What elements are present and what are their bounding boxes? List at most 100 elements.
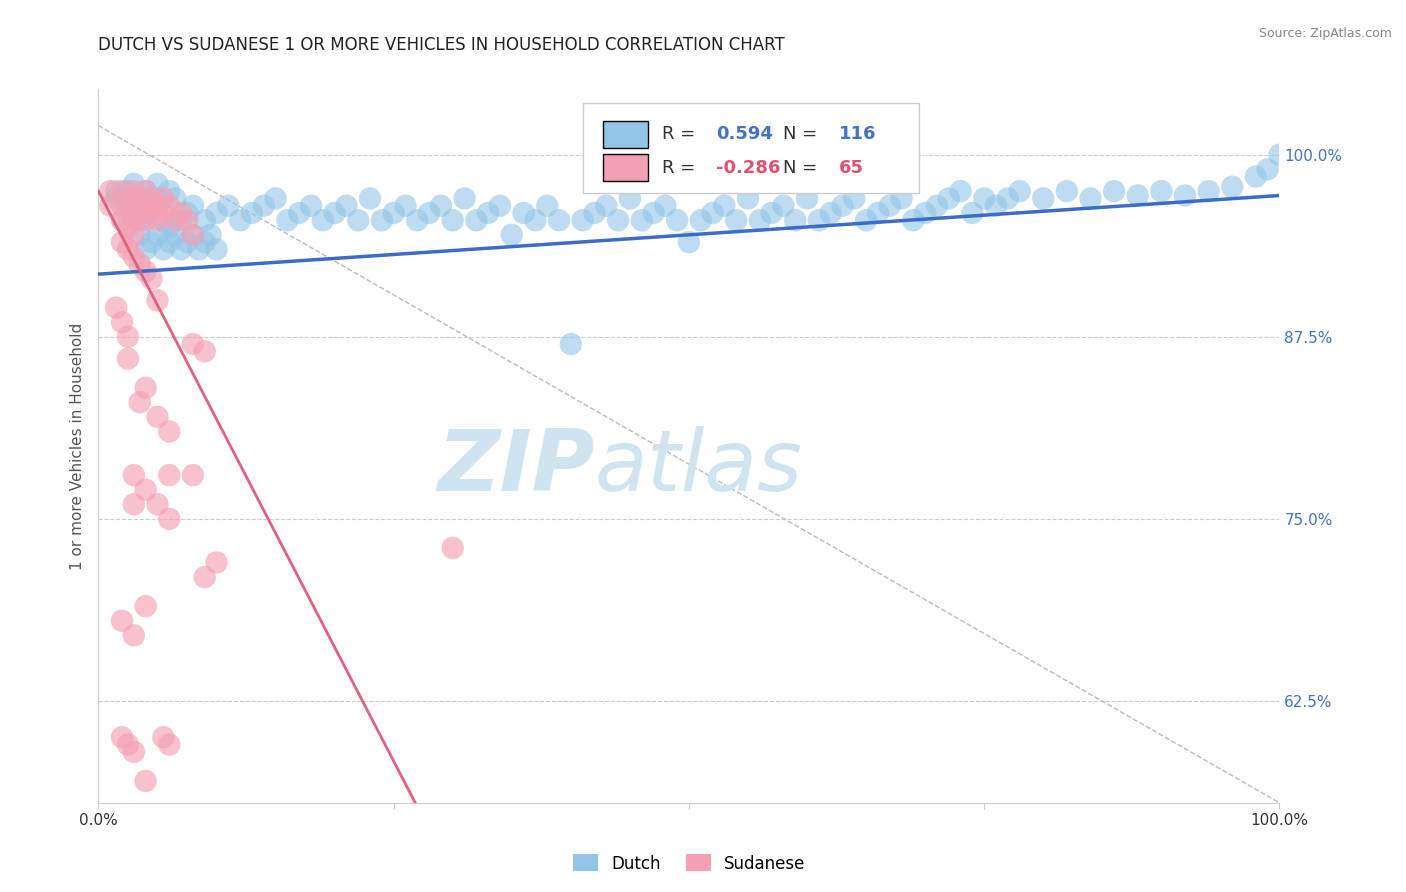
- Point: [146, 191, 169, 205]
- Point: [157, 199, 180, 213]
- Point: [157, 738, 180, 752]
- Point: [430, 199, 453, 213]
- Point: [135, 599, 157, 614]
- Point: [146, 497, 169, 511]
- Point: [772, 199, 794, 213]
- Point: [181, 227, 204, 242]
- Point: [117, 351, 139, 366]
- Point: [949, 184, 972, 198]
- Legend: Dutch, Sudanese: Dutch, Sudanese: [567, 847, 811, 880]
- Point: [465, 213, 488, 227]
- Point: [176, 206, 198, 220]
- Point: [1198, 184, 1220, 198]
- Point: [654, 199, 676, 213]
- Point: [111, 235, 134, 249]
- Point: [141, 206, 163, 220]
- Point: [128, 206, 150, 220]
- Point: [117, 191, 139, 205]
- Point: [879, 199, 901, 213]
- Point: [111, 184, 134, 198]
- Text: 0.594: 0.594: [716, 125, 773, 143]
- Point: [135, 381, 157, 395]
- Point: [607, 213, 630, 227]
- Text: 116: 116: [839, 125, 876, 143]
- Point: [128, 395, 150, 409]
- Point: [187, 243, 209, 257]
- Point: [122, 468, 145, 483]
- Point: [619, 191, 641, 205]
- Point: [194, 235, 217, 249]
- Point: [866, 206, 889, 220]
- Point: [135, 213, 157, 227]
- Point: [152, 206, 174, 220]
- Point: [1244, 169, 1267, 184]
- Point: [217, 199, 239, 213]
- Point: [807, 213, 830, 227]
- Point: [135, 264, 157, 278]
- Point: [394, 199, 416, 213]
- Point: [761, 206, 783, 220]
- Point: [157, 425, 180, 439]
- Point: [141, 191, 163, 205]
- Text: -0.286: -0.286: [716, 159, 780, 177]
- Point: [122, 250, 145, 264]
- Text: N =: N =: [783, 125, 824, 143]
- Y-axis label: 1 or more Vehicles in Household: 1 or more Vehicles in Household: [69, 322, 84, 570]
- Point: [135, 483, 157, 497]
- Point: [276, 213, 298, 227]
- Point: [122, 199, 145, 213]
- Point: [128, 227, 150, 242]
- Point: [299, 199, 322, 213]
- Point: [141, 271, 163, 285]
- Point: [678, 235, 700, 249]
- Point: [1150, 184, 1173, 198]
- Point: [152, 191, 174, 205]
- Point: [335, 199, 357, 213]
- Point: [194, 344, 217, 359]
- Point: [1174, 188, 1197, 202]
- Point: [205, 206, 228, 220]
- Point: [264, 191, 287, 205]
- Point: [122, 177, 145, 191]
- Point: [117, 330, 139, 344]
- Point: [903, 213, 925, 227]
- Point: [1268, 147, 1291, 161]
- Point: [117, 220, 139, 235]
- Point: [146, 409, 169, 424]
- Point: [536, 199, 558, 213]
- Point: [796, 191, 818, 205]
- Point: [152, 243, 174, 257]
- Point: [111, 731, 134, 745]
- Point: [890, 191, 912, 205]
- Point: [560, 337, 582, 351]
- Point: [141, 235, 163, 249]
- Point: [725, 213, 748, 227]
- Point: [146, 199, 169, 213]
- Point: [1032, 191, 1054, 205]
- Point: [170, 243, 193, 257]
- Point: [205, 243, 228, 257]
- Point: [181, 337, 204, 351]
- Point: [105, 301, 128, 315]
- Point: [831, 199, 853, 213]
- Point: [135, 184, 157, 198]
- Text: Source: ZipAtlas.com: Source: ZipAtlas.com: [1258, 27, 1392, 40]
- Text: ZIP: ZIP: [437, 425, 595, 509]
- Point: [441, 541, 464, 555]
- Text: R =: R =: [662, 159, 700, 177]
- Point: [938, 191, 960, 205]
- Point: [170, 213, 193, 227]
- Point: [122, 227, 145, 242]
- Text: DUTCH VS SUDANESE 1 OR MORE VEHICLES IN HOUSEHOLD CORRELATION CHART: DUTCH VS SUDANESE 1 OR MORE VEHICLES IN …: [98, 36, 785, 54]
- Point: [1056, 184, 1078, 198]
- Point: [128, 213, 150, 227]
- Point: [105, 191, 128, 205]
- Point: [117, 243, 139, 257]
- Point: [571, 213, 593, 227]
- Point: [117, 738, 139, 752]
- Point: [441, 213, 464, 227]
- Point: [288, 206, 311, 220]
- Point: [135, 243, 157, 257]
- Point: [973, 191, 995, 205]
- FancyBboxPatch shape: [603, 120, 648, 148]
